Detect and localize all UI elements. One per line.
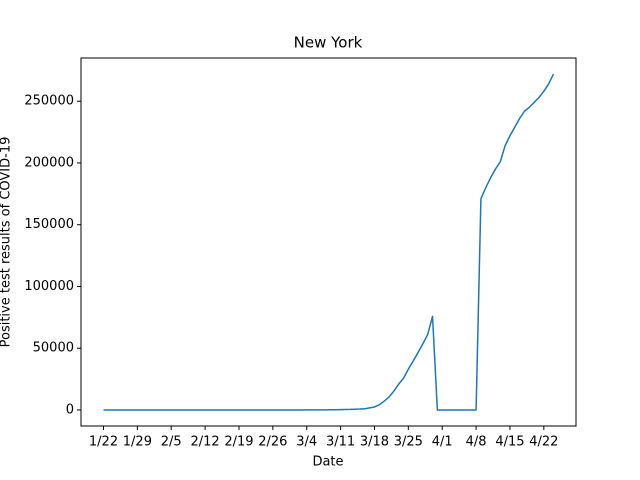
y-tick-label: 50000 (33, 341, 74, 356)
y-tick-label: 100000 (24, 279, 74, 294)
x-tick-label: 4/15 (495, 435, 524, 450)
x-tick-label: 2/26 (258, 435, 287, 450)
y-tick-label: 250000 (24, 94, 74, 109)
x-tick-label: 1/29 (123, 435, 152, 450)
chart-title: New York (294, 34, 363, 52)
x-tick-label: 4/22 (529, 435, 558, 450)
x-tick-label: 3/11 (326, 435, 355, 450)
x-tick-label: 2/5 (161, 435, 182, 450)
y-tick-label: 0 (66, 402, 74, 417)
data-line (103, 73, 555, 411)
y-tick-label: 200000 (24, 155, 74, 170)
y-tick-label: 150000 (24, 217, 74, 232)
x-tick-label: 3/4 (296, 435, 317, 450)
x-tick-label: 1/22 (89, 435, 118, 450)
x-tick-label: 2/12 (191, 435, 220, 450)
plot-frame (80, 57, 577, 427)
x-tick-label: 4/8 (466, 435, 487, 450)
y-axis-label: Positive test results of COVID-19 (0, 137, 14, 348)
x-tick-label: 3/18 (360, 435, 389, 450)
x-axis-label: Date (312, 455, 343, 470)
x-tick-label: 2/19 (224, 435, 253, 450)
x-tick-label: 4/1 (432, 435, 453, 450)
x-tick-label: 3/25 (394, 435, 423, 450)
